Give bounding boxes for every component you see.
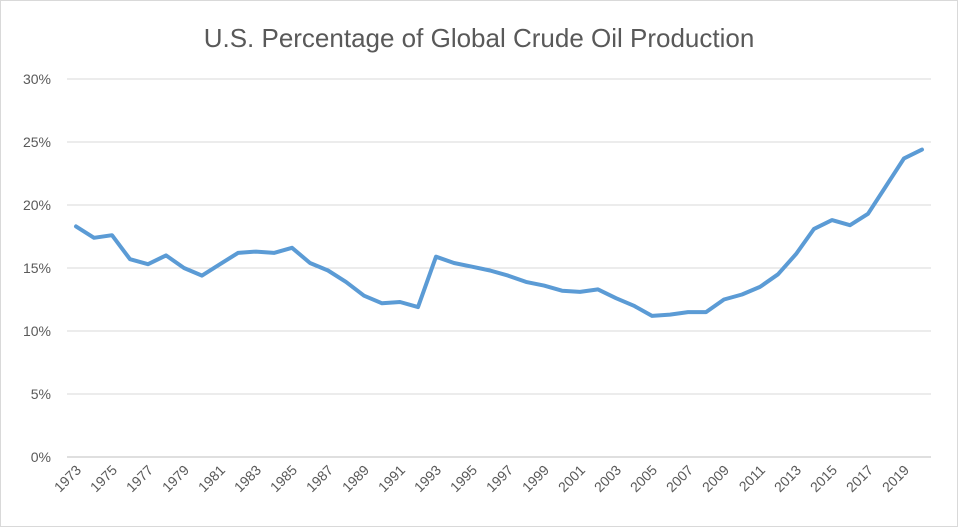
x-tick-label: 2001 [555, 462, 588, 495]
x-tick-label: 1995 [447, 462, 480, 495]
x-tick-label: 2011 [736, 462, 769, 495]
x-tick-label: 1989 [339, 462, 372, 495]
x-tick-label: 2003 [591, 462, 624, 495]
x-tick-label: 2005 [627, 462, 660, 495]
x-tick-label: 2007 [663, 462, 696, 495]
x-tick-label: 1973 [51, 462, 84, 495]
series-line [74, 147, 924, 318]
x-tick-label: 1979 [159, 462, 192, 495]
x-tick-label: 1985 [267, 462, 300, 495]
series-layer [74, 147, 924, 318]
x-tick-label: 2013 [771, 462, 804, 495]
x-tick-label: 2009 [699, 462, 732, 495]
x-tick-label: 1977 [123, 462, 156, 495]
x-axis-tick-labels: 1973 1975 1977 1979 1981 1983 1985 1987 1989 1991… [51, 462, 912, 495]
x-tick-label: 1993 [411, 462, 444, 495]
x-tick-label: 1999 [519, 462, 552, 495]
x-tick-label: 2019 [879, 462, 912, 495]
x-tick-label: 2015 [807, 462, 840, 495]
x-tick-label: 2017 [843, 462, 876, 495]
gridlines [67, 78, 931, 458]
x-tick-label: 1997 [483, 462, 516, 495]
y-tick-label: 0% [31, 449, 51, 465]
x-tick-label: 1987 [303, 462, 336, 495]
x-tick-label: 1975 [87, 462, 120, 495]
y-tick-label: 30% [23, 71, 51, 87]
y-tick-label: 15% [23, 260, 51, 276]
y-axis-tick-labels: 0% 5% 10% 15% 20% 25% 30% [23, 71, 51, 465]
x-tick-label: 1981 [195, 462, 228, 495]
y-tick-label: 25% [23, 134, 51, 150]
y-tick-label: 5% [31, 386, 51, 402]
chart-title: U.S. Percentage of Global Crude Oil Prod… [203, 23, 755, 53]
y-tick-label: 10% [23, 323, 51, 339]
x-tick-label: 1991 [375, 462, 408, 495]
y-tick-label: 20% [23, 197, 51, 213]
x-tick-label: 1983 [231, 462, 264, 495]
